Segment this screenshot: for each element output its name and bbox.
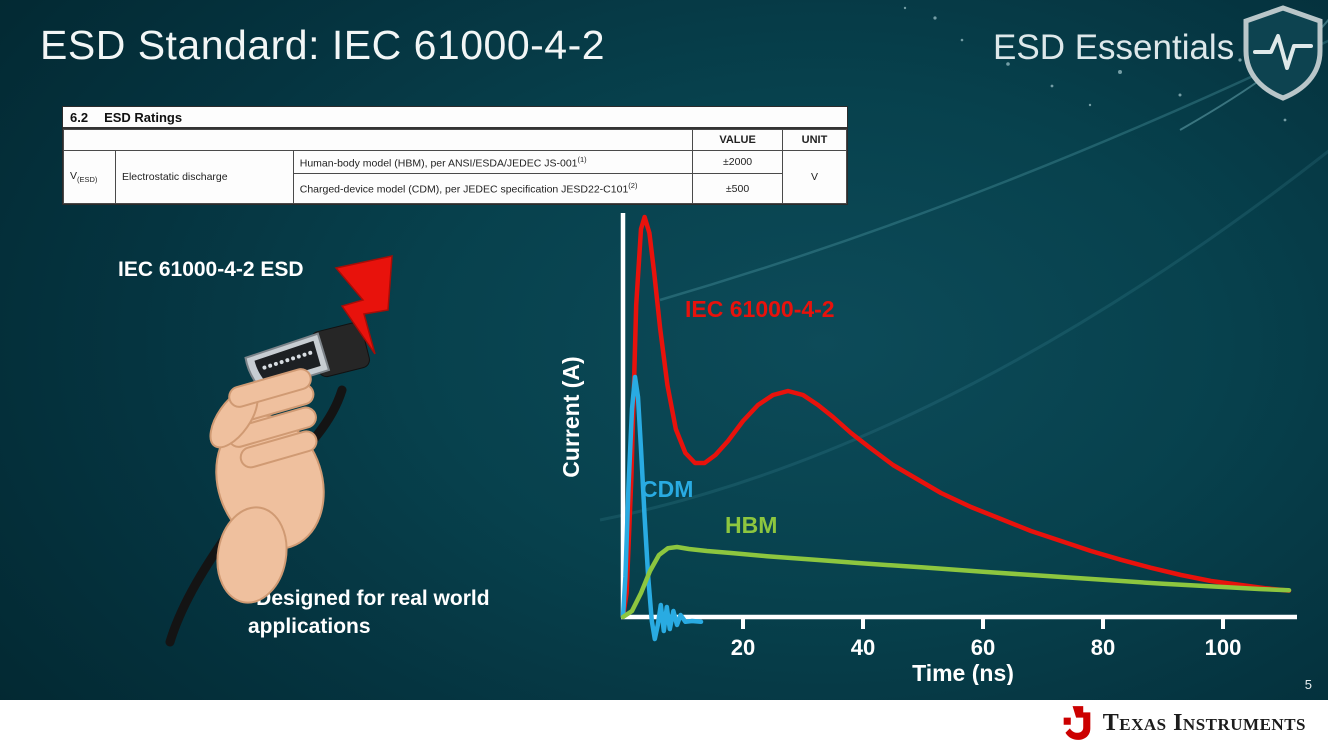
table-section-header: 6.2 ESD Ratings: [63, 107, 847, 129]
value-column-header: VALUE: [692, 129, 784, 151]
x-tick-label: 40: [851, 635, 875, 660]
unit-value: V: [782, 150, 847, 204]
section-title: ESD Ratings: [104, 110, 183, 125]
page-title: ESD Standard: IEC 61000-4-2: [40, 22, 606, 68]
x-tick-label: 20: [731, 635, 755, 660]
footer-bar: Texas Instruments: [0, 700, 1328, 746]
applications-note: *Designed for real world applications: [248, 587, 490, 639]
condition-hbm: Human-body model (HBM), per ANSI/ESDA/JE…: [292, 150, 694, 174]
parameter-name: Electrostatic discharge: [114, 150, 294, 204]
x-tick-label: 60: [971, 635, 995, 660]
illustration-caption: IEC 61000-4-2 ESD: [118, 258, 304, 281]
curve-label-hbm: HBM: [725, 512, 777, 538]
value-hbm: ±2000: [692, 150, 784, 174]
connector-pins: [262, 350, 313, 370]
hand-illustration: [165, 255, 393, 647]
esd-shield-icon: [1243, 5, 1323, 101]
x-tick-label: 80: [1091, 635, 1115, 660]
curve-iec-61000-4-2: [620, 214, 1292, 620]
hand: [209, 383, 325, 604]
curve-cdm: [620, 374, 704, 642]
table-header-row: VALUE UNIT: [62, 129, 847, 151]
x-tick-label: 100: [1205, 635, 1242, 660]
table-row: Charged-device model (CDM), per JEDEC sp…: [64, 173, 847, 204]
section-number: 6.2: [70, 110, 89, 125]
ti-wordmark: Texas Instruments: [1102, 709, 1306, 736]
esd-waveform-chart: 20 40 60 80 100 IEC 61000-4-2 CDM HBM Time (…: [535, 205, 1315, 690]
parameter-symbol: V(ESD): [63, 150, 116, 204]
chart-curves: [620, 214, 1292, 642]
hdmi-connector: [244, 322, 370, 392]
lightning-bolt-icon: [334, 255, 393, 355]
page-number: 5: [1304, 677, 1312, 692]
condition-cdm: Charged-device model (CDM), per JEDEC sp…: [292, 173, 694, 204]
value-cdm: ±500: [692, 173, 784, 204]
finger: [228, 368, 312, 408]
curve-label-cdm: CDM: [641, 476, 693, 502]
x-axis-label: Time (ns): [912, 660, 1014, 685]
ti-logo: Texas Instruments: [1061, 705, 1306, 741]
table-row: V(ESD) Electrostatic discharge Human-bod…: [63, 150, 847, 204]
ti-bug-icon: [1063, 706, 1091, 740]
y-axis-label: Current (A): [558, 356, 584, 477]
series-title: ESD Essentials: [993, 28, 1235, 67]
unit-column-header: UNIT: [782, 129, 847, 151]
curve-hbm: [620, 544, 1292, 620]
curve-label-iec: IEC 61000-4-2: [685, 296, 835, 322]
x-axis-ticks: 20 40 60 80 100: [731, 615, 1242, 660]
esd-ratings-table: 6.2 ESD Ratings VALUE UNIT V(ESD) Electr…: [62, 106, 848, 205]
